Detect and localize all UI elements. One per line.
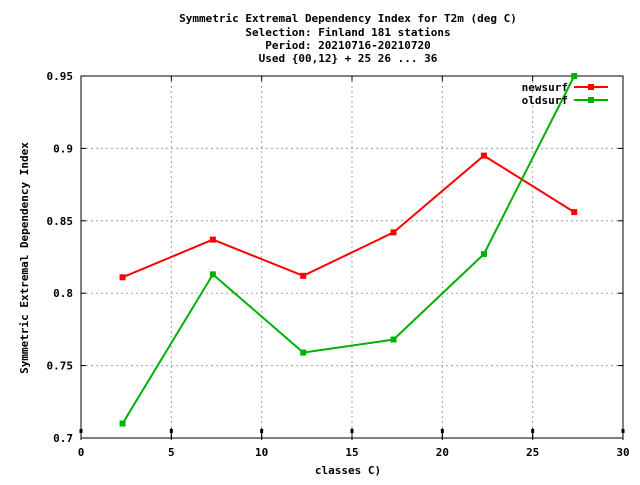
baseline-marker (79, 429, 83, 433)
series-line-newsurf (122, 154, 575, 279)
data-point-oldsurf (209, 271, 216, 278)
chart-title: Symmetric Extremal Dependency Index for … (179, 12, 517, 65)
data-point-oldsurf (390, 336, 397, 343)
x-tick-label: 10 (255, 446, 268, 459)
title-line-2: Selection: Finland 181 stations (245, 26, 450, 39)
series-line-oldsurf (121, 75, 576, 425)
tick-labels: 0 5 10 15 20 25 30 0.7 0.75 0.8 0.85 0.9 0.95 (47, 70, 630, 459)
legend-marker-oldsurf (588, 97, 594, 103)
x-tick-label: 30 (616, 446, 629, 459)
legend-label-newsurf: newsurf (522, 81, 568, 94)
data-point-oldsurf (300, 349, 307, 356)
baseline-marker (440, 429, 444, 433)
x-tick-label: 0 (78, 446, 85, 459)
y-tick-label: 0.9 (53, 142, 73, 155)
y-tick-label: 0.75 (47, 360, 74, 373)
axes (79, 75, 625, 440)
y-tick-label: 0.85 (47, 215, 74, 228)
baseline-marker (531, 429, 535, 433)
x-tick-label: 20 (436, 446, 449, 459)
y-tick-label: 0.95 (47, 70, 74, 83)
title-line-1: Symmetric Extremal Dependency Index for … (179, 12, 517, 25)
x-tick-label: 5 (168, 446, 175, 459)
baseline-marker (350, 429, 354, 433)
y-axis-label: Symmetric Extremal Dependency Index (18, 142, 31, 374)
data-point-newsurf (300, 272, 307, 279)
data-point-oldsurf (480, 251, 487, 258)
data-point-newsurf (571, 209, 578, 216)
legend-label-oldsurf: oldsurf (522, 94, 568, 107)
y-tick-label: 0.8 (53, 287, 73, 300)
title-line-4: Used {00,12} + 25 26 ... 36 (259, 52, 438, 65)
series (119, 73, 578, 427)
x-axis-label: classes C) (315, 464, 381, 477)
title-line-3: Period: 20210716-20210720 (265, 39, 431, 52)
grid (81, 76, 623, 438)
x-tick-label: 15 (345, 446, 358, 459)
baseline-marker (169, 429, 173, 433)
data-point-newsurf (390, 229, 397, 236)
data-point-oldsurf (571, 73, 578, 79)
baseline-marker (621, 429, 625, 433)
data-point-newsurf (119, 274, 126, 281)
data-point-newsurf (480, 152, 487, 159)
data-point-oldsurf (119, 420, 126, 427)
baseline-marker (260, 429, 264, 433)
y-tick-label: 0.7 (53, 432, 73, 445)
x-tick-label: 25 (526, 446, 539, 459)
data-point-newsurf (209, 236, 216, 243)
legend-marker-newsurf (588, 84, 594, 90)
